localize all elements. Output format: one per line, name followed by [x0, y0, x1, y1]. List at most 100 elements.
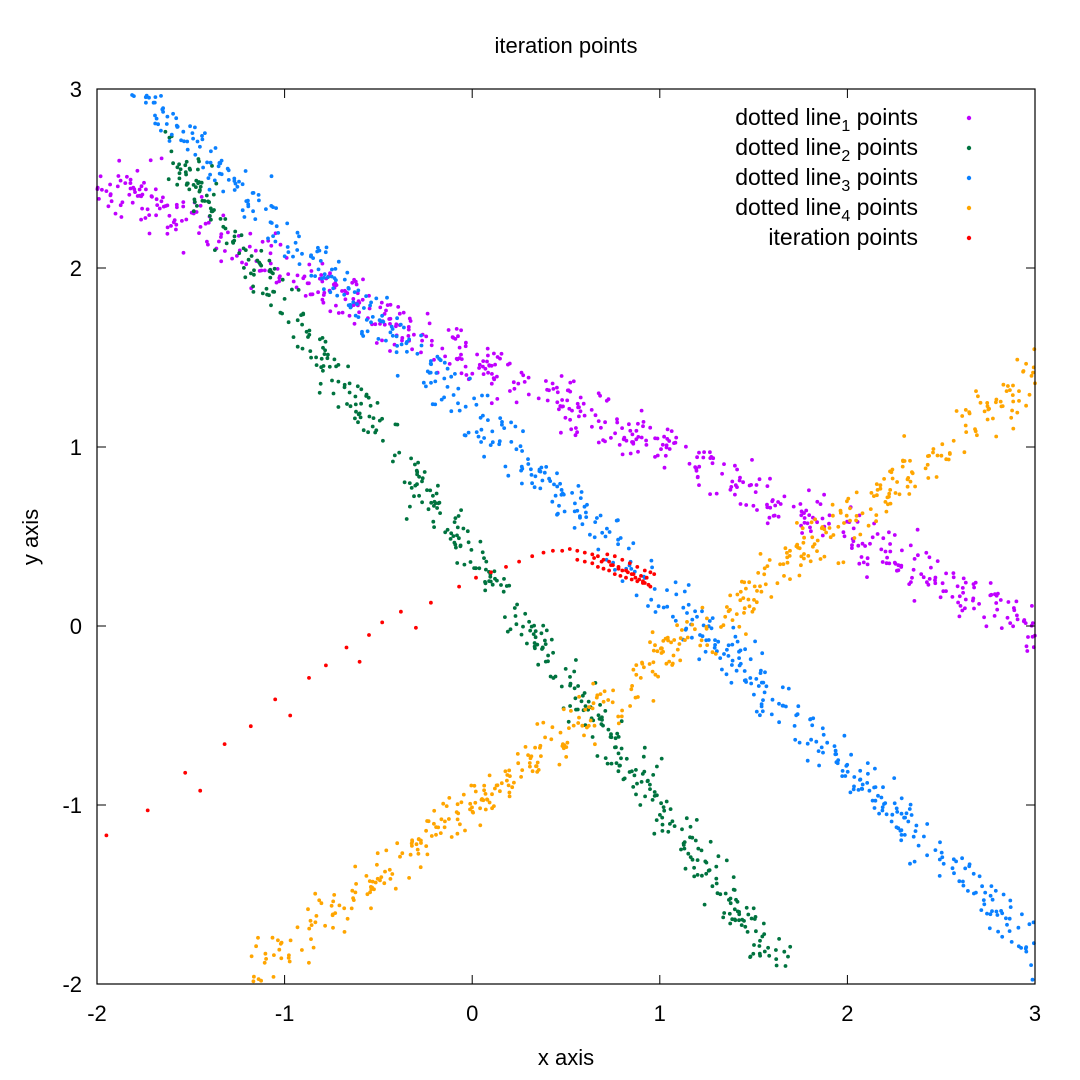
data-point [807, 488, 811, 493]
data-point [845, 769, 850, 774]
data-point [328, 290, 333, 295]
data-point [268, 261, 273, 266]
data-point [505, 778, 509, 783]
data-point [883, 801, 888, 805]
data-point [479, 440, 483, 444]
data-point [767, 515, 772, 520]
data-point [434, 491, 439, 496]
data-point [732, 917, 737, 922]
data-point [169, 224, 173, 228]
data-point [804, 508, 809, 513]
data-point [955, 584, 960, 589]
data-point [140, 206, 145, 211]
data-point [481, 798, 486, 803]
data-point [353, 864, 358, 869]
data-point [893, 491, 898, 495]
data-point [908, 861, 912, 866]
data-point [319, 901, 324, 906]
data-point [137, 193, 142, 198]
data-point [647, 662, 652, 666]
data-point [633, 575, 638, 580]
data-point [868, 507, 873, 511]
data-point [478, 539, 483, 544]
data-point [873, 798, 878, 803]
data-point [865, 556, 870, 561]
data-point [322, 287, 326, 292]
data-point [490, 792, 494, 797]
data-point [730, 642, 735, 647]
data-point [664, 445, 669, 450]
data-point [653, 643, 657, 648]
data-point [665, 427, 670, 432]
data-point [409, 486, 414, 490]
data-point [857, 513, 862, 518]
data-point [651, 773, 656, 777]
data-point [143, 216, 148, 220]
data-point [425, 311, 430, 316]
data-point [559, 488, 564, 492]
data-point [159, 199, 164, 204]
data-point [761, 680, 766, 685]
data-point [934, 475, 939, 479]
data-point [941, 861, 946, 866]
data-point [431, 519, 436, 524]
data-point [914, 823, 919, 828]
data-point [805, 741, 810, 746]
data-point [960, 856, 964, 861]
data-point [899, 838, 904, 843]
data-point [579, 490, 584, 494]
data-point [240, 208, 245, 213]
data-point [267, 258, 272, 263]
data-point [249, 271, 253, 276]
data-point [725, 647, 729, 652]
data-point [631, 785, 636, 789]
data-point [484, 559, 489, 564]
data-point [714, 864, 719, 869]
data-point [344, 645, 349, 650]
data-point [557, 407, 561, 412]
data-point [523, 745, 528, 749]
data-point [253, 217, 258, 222]
data-point [463, 364, 468, 369]
data-point [682, 589, 687, 594]
data-point [899, 828, 904, 833]
data-point [616, 714, 621, 719]
data-point [322, 275, 326, 280]
data-point [662, 808, 667, 813]
data-point [208, 160, 213, 165]
data-point [931, 450, 935, 455]
data-point [455, 357, 460, 362]
data-point [651, 660, 656, 665]
data-point [307, 262, 312, 267]
data-point [893, 561, 898, 566]
data-point [692, 865, 696, 870]
data-point [370, 424, 375, 429]
data-point [753, 915, 758, 919]
data-point [506, 473, 511, 478]
data-point [963, 597, 968, 602]
data-point [742, 669, 747, 673]
data-point [398, 854, 402, 859]
data-point [226, 168, 231, 173]
data-point [562, 509, 567, 514]
data-point [353, 890, 358, 895]
data-point [697, 450, 701, 455]
data-point [536, 768, 541, 772]
data-point [633, 695, 638, 700]
data-point [555, 390, 560, 395]
y-tick-label: -1 [62, 793, 82, 818]
data-point [437, 500, 442, 505]
data-point [887, 561, 892, 566]
data-point [410, 844, 414, 848]
x-tick-label: 1 [654, 1001, 666, 1026]
y-tick-label: 1 [70, 435, 82, 460]
data-point [799, 563, 803, 568]
data-point [309, 937, 313, 941]
data-point [388, 330, 393, 335]
data-point [995, 607, 1000, 612]
data-point [607, 568, 611, 573]
data-point [935, 453, 940, 458]
data-point [113, 211, 118, 216]
data-point [961, 576, 966, 581]
data-point [364, 874, 369, 878]
